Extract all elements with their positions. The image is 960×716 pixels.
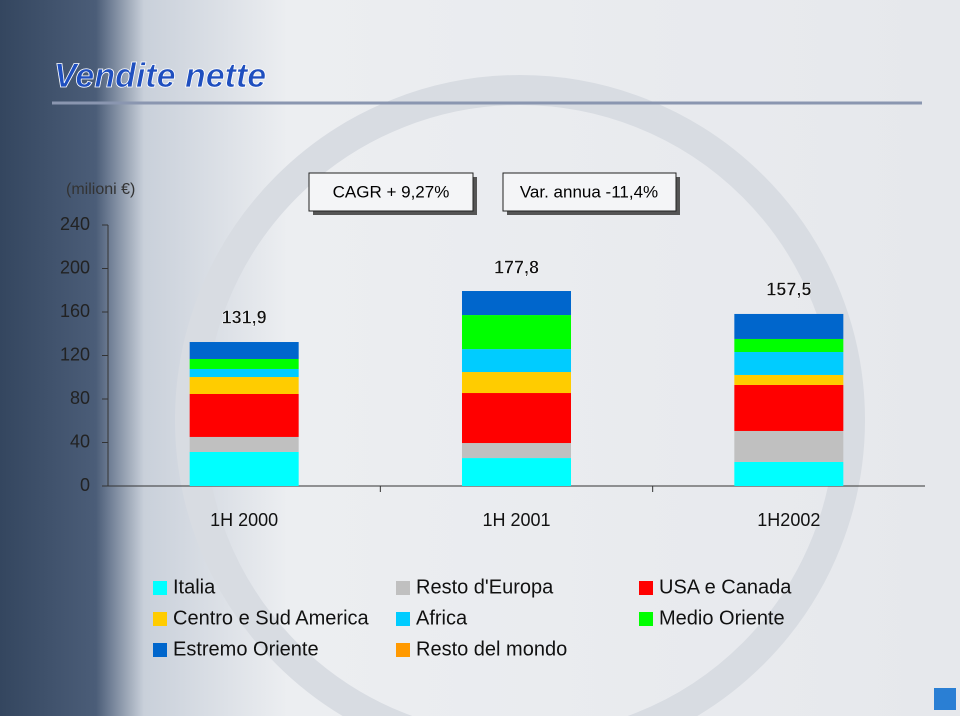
legend-swatch [153, 612, 167, 626]
legend-label: Medio Oriente [659, 607, 785, 629]
annotation: Var. annua -11,4% [520, 182, 658, 201]
bar-segment [189, 368, 299, 378]
bar-segment [462, 458, 571, 486]
legend-label: Resto d'Europa [416, 576, 554, 598]
bar-segment [462, 443, 571, 459]
legend-label: Italia [173, 576, 216, 598]
legend-swatch [396, 643, 410, 657]
total-label: 131,9 [222, 307, 267, 327]
unit-label: (milioni €) [66, 181, 135, 198]
total-label: 177,8 [494, 257, 539, 277]
y-tick-label: 120 [60, 344, 90, 364]
y-tick-label: 160 [60, 301, 90, 321]
y-tick-label: 240 [60, 214, 90, 234]
annotation-box [502, 172, 677, 212]
legend-label: Estremo Oriente [173, 638, 319, 660]
x-tick-label: 1H 2000 [210, 510, 278, 530]
legend-swatch [153, 643, 167, 657]
annotation: CAGR + 9,27% [333, 182, 450, 201]
legend-swatch [396, 581, 410, 595]
logo [934, 688, 956, 710]
bar-segment [189, 358, 299, 369]
y-tick-label: 200 [60, 257, 90, 277]
bar-segment [462, 349, 571, 373]
title: Vendite nette [54, 57, 266, 95]
y-tick-label: 40 [70, 431, 90, 451]
x-tick-label: 1H 2001 [482, 510, 550, 530]
y-tick-label: 80 [70, 388, 90, 408]
bar-segment [734, 338, 844, 353]
legend-label: Africa [416, 607, 468, 629]
bar-segment [189, 393, 299, 437]
legend-swatch [639, 581, 653, 595]
bar-segment [189, 377, 299, 394]
bar-segment [734, 461, 844, 486]
legend-label: Centro e Sud America [173, 607, 370, 629]
legend-swatch [396, 612, 410, 626]
bar-segment [734, 384, 844, 431]
bar-segment [734, 352, 844, 375]
bar-segment [462, 291, 571, 316]
legend-swatch [639, 612, 653, 626]
bar-segment [462, 393, 571, 444]
x-tick-label: 1H2002 [757, 510, 820, 530]
bar-segment [189, 436, 299, 452]
bar-segment [734, 430, 844, 462]
bar-segment [734, 313, 844, 339]
bar-segment [189, 451, 299, 486]
annotation-box [308, 172, 474, 212]
bar-segment [462, 372, 571, 394]
y-tick-label: 0 [80, 475, 90, 495]
legend-label: USA e Canada [659, 576, 792, 598]
bar-segment [462, 315, 571, 350]
legend-swatch [153, 581, 167, 595]
legend-label: Resto del mondo [416, 638, 567, 660]
bar-segment [734, 374, 844, 385]
bar-segment [189, 342, 299, 359]
total-label: 157,5 [766, 279, 811, 299]
